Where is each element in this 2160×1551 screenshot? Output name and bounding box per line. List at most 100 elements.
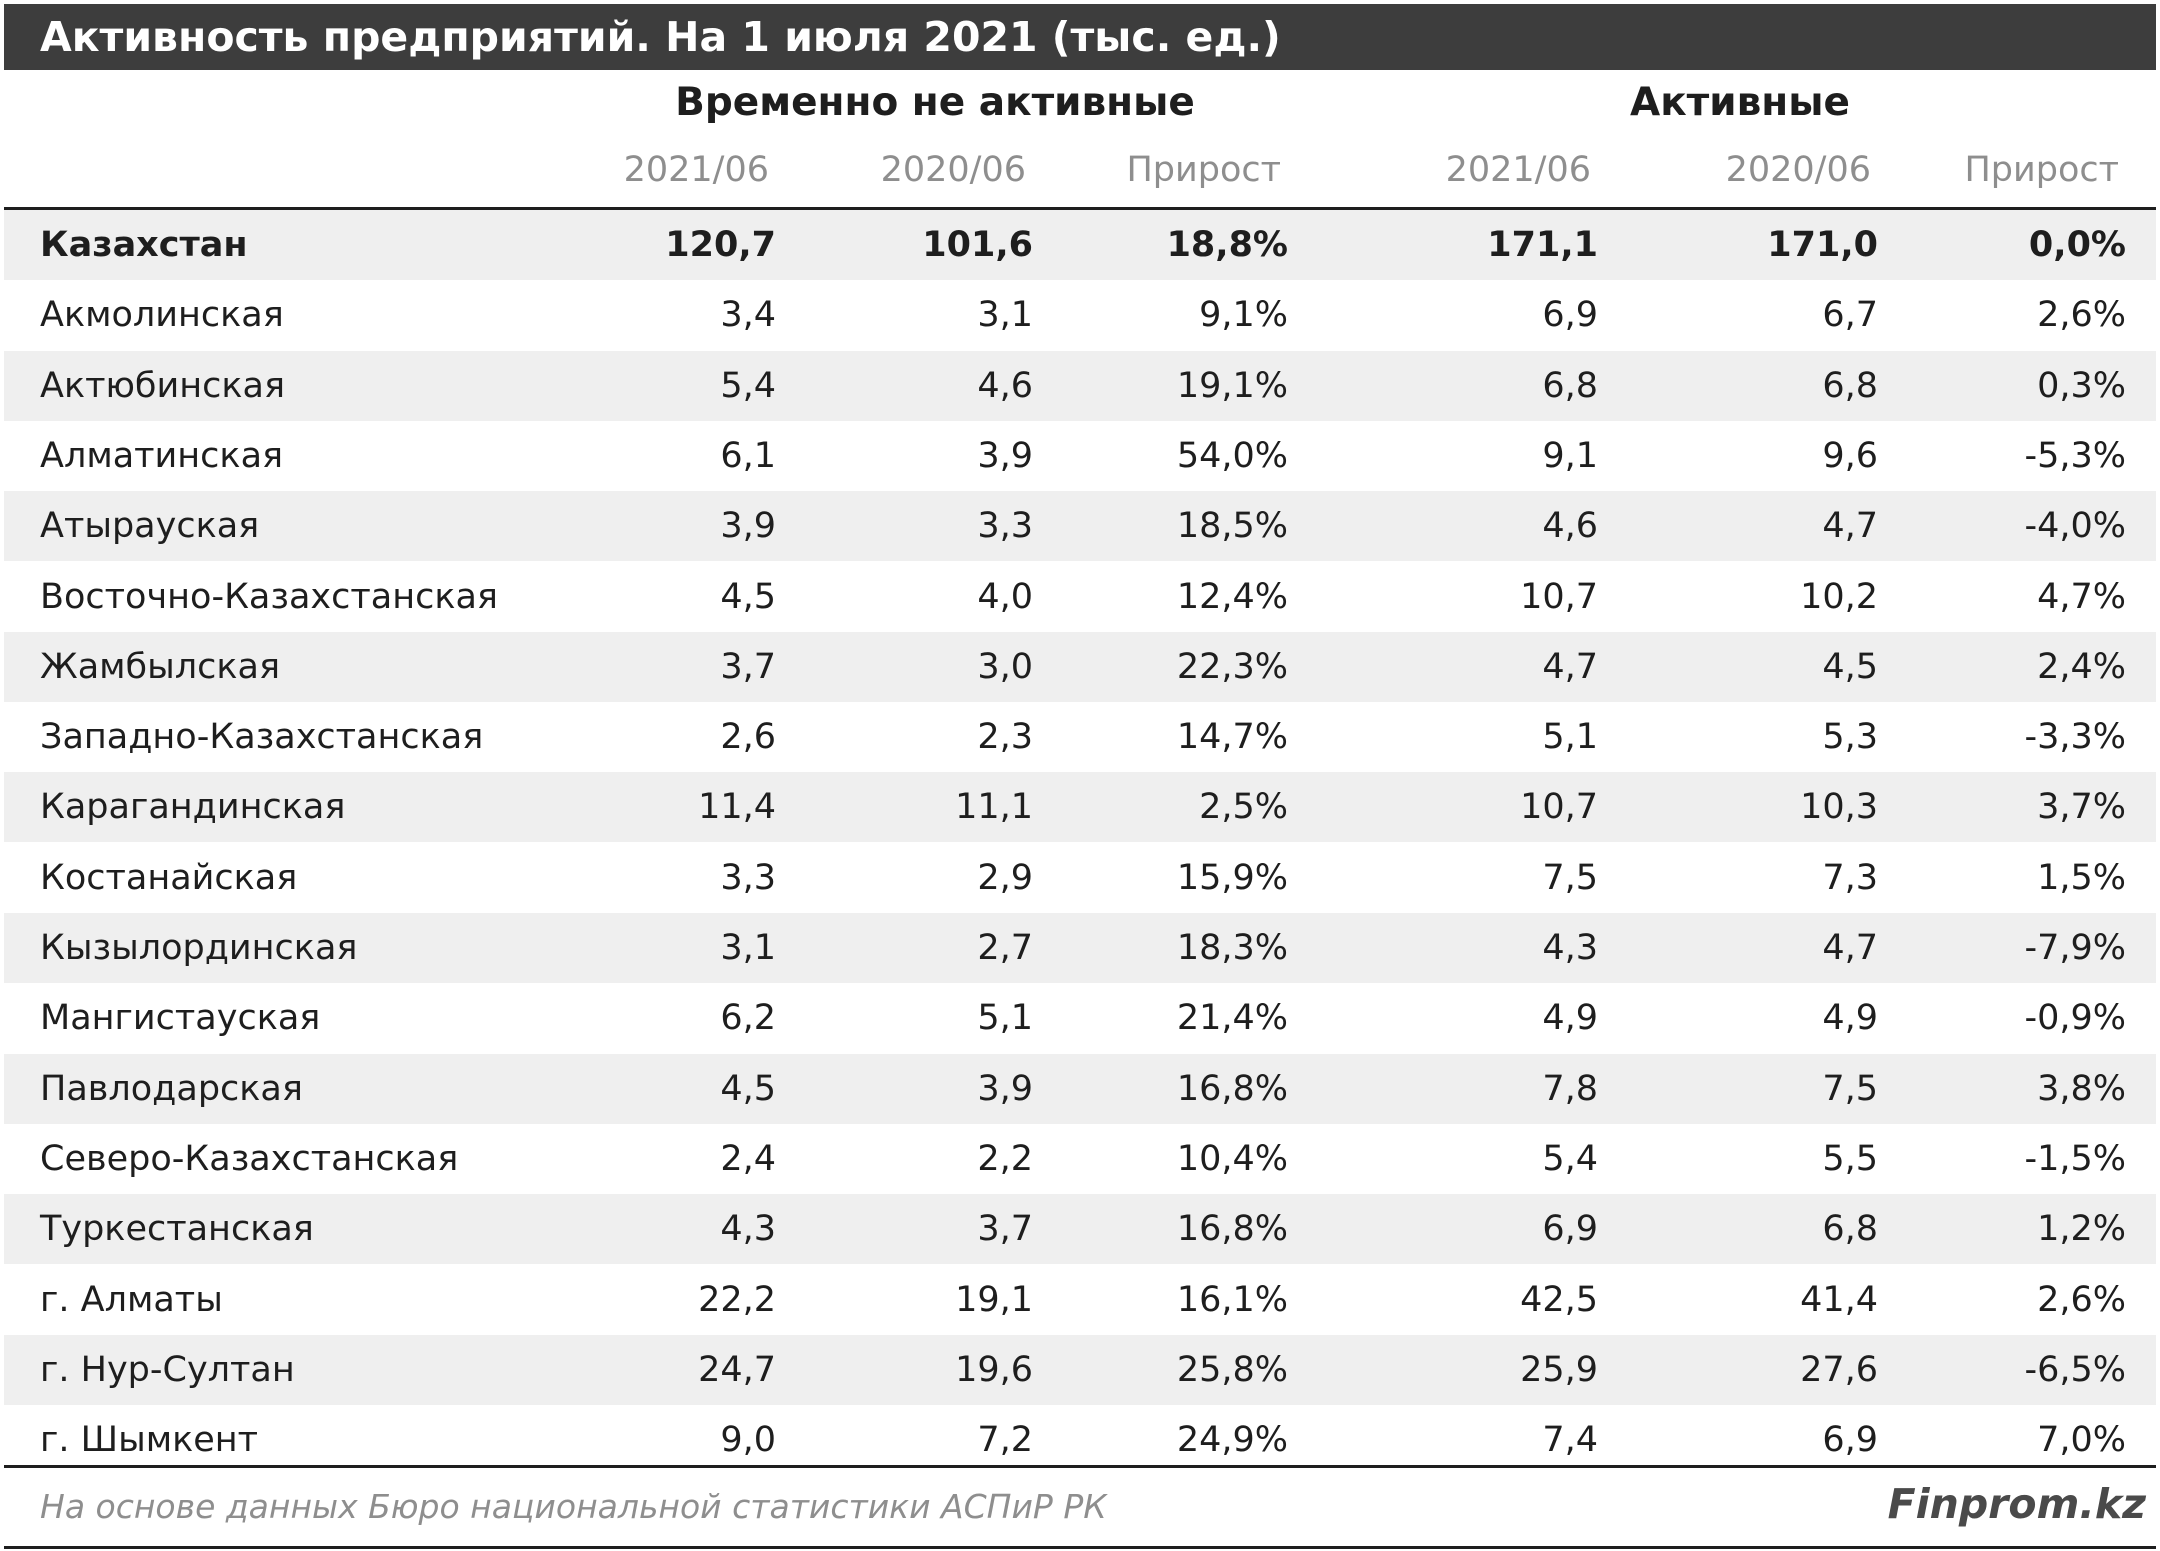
cell-inactive-2021: 5,4: [720, 365, 776, 406]
region-name: Карагандинская: [40, 787, 346, 828]
cell-inactive-2021: 9,0: [720, 1420, 776, 1461]
cell-inactive-2021: 4,5: [720, 576, 776, 617]
region-name: Восточно-Казахстанская: [40, 576, 498, 617]
cell-inactive-2020: 2,9: [977, 857, 1033, 898]
cell-inactive-growth: 18,3%: [1176, 928, 1288, 968]
cell-active-2020: 41,4: [1800, 1279, 1878, 1320]
table-row: Карагандинская 11,4 11,1 2,5% 10,7 10,3 3,7%: [4, 772, 2156, 843]
region-name: Костанайская: [40, 857, 298, 898]
cell-inactive-2021: 24,7: [698, 1349, 776, 1390]
cell-inactive-2020: 2,7: [977, 928, 1033, 968]
region-name: г. Шымкент: [40, 1420, 259, 1461]
table-row: Атырауская 3,9 3,3 18,5% 4,6 4,7 -4,0%: [4, 491, 2156, 562]
cell-inactive-2021: 4,3: [720, 1209, 776, 1250]
group-header-inactive: Временно не активные: [675, 80, 1195, 125]
cell-inactive-2021: 3,3: [720, 857, 776, 898]
cell-inactive-2021: 4,5: [720, 1068, 776, 1109]
cell-inactive-2020: 19,6: [955, 1349, 1033, 1390]
cell-active-growth: 0,3%: [2037, 365, 2126, 406]
cell-active-2021: 4,9: [1542, 998, 1598, 1039]
cell-inactive-2021: 2,4: [720, 1138, 776, 1179]
cell-active-2020: 4,5: [1822, 646, 1878, 687]
footer-rule: [4, 1465, 2156, 1468]
cell-inactive-2021: 11,4: [698, 787, 776, 828]
cell-active-2020: 6,8: [1822, 1209, 1878, 1250]
group-header-active: Активные: [1630, 80, 1850, 125]
column-header-inactive-2021: 2021/06: [623, 150, 769, 190]
cell-active-2021: 9,1: [1542, 435, 1598, 476]
cell-active-growth: 0,0%: [2028, 225, 2126, 265]
cell-inactive-2020: 2,3: [977, 717, 1033, 758]
cell-active-growth: 2,6%: [2037, 1279, 2126, 1320]
cell-inactive-growth: 24,9%: [1176, 1420, 1288, 1461]
cell-inactive-2021: 6,1: [720, 435, 776, 476]
table-row: Акмолинская 3,4 3,1 9,1% 6,9 6,7 2,6%: [4, 280, 2156, 350]
cell-active-growth: 3,8%: [2037, 1068, 2126, 1109]
source-note: На основе данных Бюро национальной стати…: [40, 1487, 1107, 1526]
column-header-inactive-growth: Прирост: [1126, 150, 1281, 190]
cell-inactive-2021: 3,9: [720, 506, 776, 547]
table-row: Павлодарская 4,5 3,9 16,8% 7,8 7,5 3,8%: [4, 1053, 2156, 1124]
cell-active-2020: 6,7: [1822, 295, 1878, 336]
column-header-active-growth: Прирост: [1964, 150, 2119, 190]
cell-active-2020: 171,0: [1767, 225, 1878, 265]
cell-inactive-2021: 3,4: [720, 295, 776, 336]
cell-inactive-2021: 3,1: [720, 928, 776, 968]
cell-inactive-growth: 18,8%: [1166, 225, 1288, 265]
column-header-inactive-2020: 2020/06: [880, 150, 1026, 190]
table-row: Алматинская 6,1 3,9 54,0% 9,1 9,6 -5,3%: [4, 421, 2156, 491]
cell-active-growth: -0,9%: [2024, 998, 2126, 1039]
cell-inactive-growth: 15,9%: [1176, 857, 1288, 898]
table-row: Туркестанская 4,3 3,7 16,8% 6,9 6,8 1,2%: [4, 1194, 2156, 1265]
cell-inactive-2020: 5,1: [977, 998, 1033, 1039]
cell-inactive-2020: 3,1: [977, 295, 1033, 336]
cell-inactive-growth: 10,4%: [1176, 1138, 1288, 1179]
table-row: Северо-Казахстанская 2,4 2,2 10,4% 5,4 5,5 -1,…: [4, 1124, 2156, 1194]
cell-inactive-2020: 3,0: [977, 646, 1033, 687]
cell-inactive-2020: 4,6: [977, 365, 1033, 406]
cell-active-growth: -5,3%: [2024, 435, 2126, 476]
cell-inactive-2020: 3,7: [977, 1209, 1033, 1250]
cell-inactive-growth: 14,7%: [1176, 717, 1288, 758]
region-name: Акмолинская: [40, 295, 284, 336]
cell-active-2021: 171,1: [1487, 225, 1598, 265]
cell-active-2020: 4,7: [1822, 506, 1878, 547]
cell-active-2021: 4,3: [1542, 928, 1598, 968]
cell-inactive-growth: 54,0%: [1176, 435, 1288, 476]
cell-active-growth: 2,4%: [2037, 646, 2126, 687]
region-name: г. Алматы: [40, 1279, 223, 1320]
region-name: Северо-Казахстанская: [40, 1138, 459, 1179]
cell-inactive-2021: 3,7: [720, 646, 776, 687]
cell-active-growth: -6,5%: [2024, 1349, 2126, 1390]
cell-inactive-growth: 12,4%: [1176, 576, 1288, 617]
cell-active-2020: 4,9: [1822, 998, 1878, 1039]
cell-active-growth: 4,7%: [2037, 576, 2126, 617]
table-title: Активность предприятий. На 1 июля 2021 (…: [40, 13, 1281, 61]
cell-active-growth: -4,0%: [2024, 506, 2126, 547]
cell-active-2020: 10,2: [1800, 576, 1878, 617]
cell-inactive-2020: 11,1: [955, 787, 1033, 828]
cell-active-2021: 6,9: [1542, 1209, 1598, 1250]
cell-inactive-2021: 22,2: [698, 1279, 776, 1320]
cell-active-2021: 42,5: [1520, 1279, 1598, 1320]
region-name: Туркестанская: [40, 1209, 314, 1250]
region-name: Казахстан: [40, 225, 248, 265]
cell-active-2020: 5,5: [1822, 1138, 1878, 1179]
region-name: Алматинская: [40, 435, 284, 476]
cell-inactive-growth: 18,5%: [1176, 506, 1288, 547]
cell-active-growth: 1,5%: [2037, 857, 2126, 898]
table-row: Кызылординская 3,1 2,7 18,3% 4,3 4,7 -7,9%: [4, 913, 2156, 983]
cell-inactive-growth: 21,4%: [1176, 998, 1288, 1039]
title-bar: Активность предприятий. На 1 июля 2021 (…: [4, 4, 2156, 70]
cell-inactive-growth: 16,8%: [1176, 1209, 1288, 1250]
region-name: г. Нур-Султан: [40, 1349, 295, 1390]
cell-inactive-2021: 2,6: [720, 717, 776, 758]
cell-active-2020: 27,6: [1800, 1349, 1878, 1390]
cell-active-growth: -7,9%: [2024, 928, 2126, 968]
cell-active-2020: 6,9: [1822, 1420, 1878, 1461]
cell-active-2021: 6,8: [1542, 365, 1598, 406]
bottom-rule: [4, 1546, 2156, 1549]
column-header-active-2020: 2020/06: [1725, 150, 1871, 190]
table-row: Мангистауская 6,2 5,1 21,4% 4,9 4,9 -0,9%: [4, 983, 2156, 1053]
cell-inactive-growth: 16,8%: [1176, 1068, 1288, 1109]
